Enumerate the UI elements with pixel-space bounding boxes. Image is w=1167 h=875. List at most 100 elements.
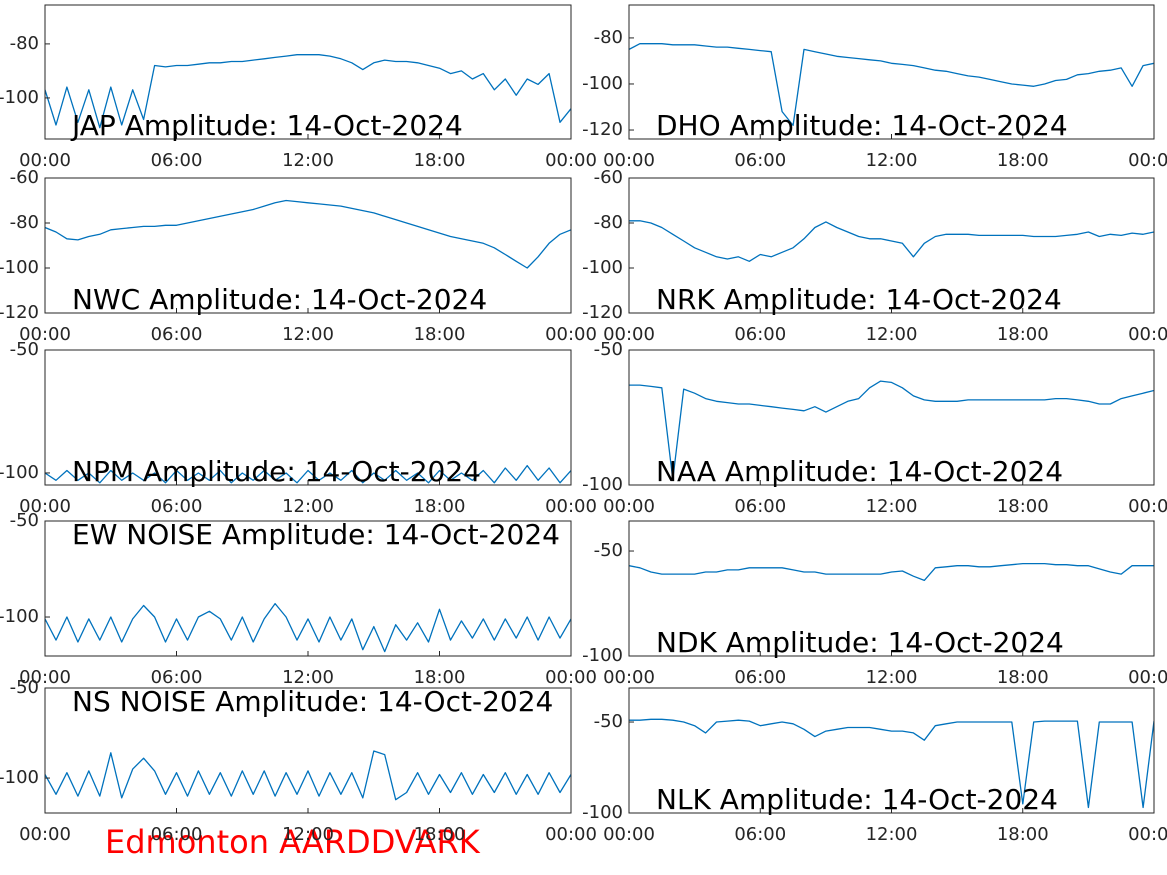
x-tick-label: 00:00 xyxy=(545,667,597,688)
series-line xyxy=(45,54,571,129)
x-tick-label: 18:00 xyxy=(997,496,1049,517)
panel: 00:00 06:00 12:00 18:00 00:00 -50 -100 EW NOISE… xyxy=(0,510,597,688)
x-tick-label: 00:00 xyxy=(1128,324,1167,345)
panel-title: NDK Amplitude: 14-Oct-2024 xyxy=(656,626,1064,659)
x-tick-label: 18:00 xyxy=(997,667,1049,688)
x-tick-label: 00:00 xyxy=(1128,824,1167,845)
x-tick-label: 00:00 xyxy=(545,150,597,171)
x-tick-label: 00:00 xyxy=(19,150,71,171)
plot-area xyxy=(45,199,571,269)
plot-area xyxy=(629,43,1154,127)
panel: 00:00 06:00 12:00 18:00 00:00 -80 -100 -120 DHO … xyxy=(582,4,1167,171)
x-tick-label: 12:00 xyxy=(282,667,334,688)
x-tick-label: 18:00 xyxy=(414,667,466,688)
x-tick-label: 00:00 xyxy=(19,667,71,688)
y-tick-label: -100 xyxy=(0,257,39,278)
y-tick-label: -50 xyxy=(594,339,623,360)
panel: 00:00 06:00 12:00 18:00 00:00 -50 -100 NDK Ampl… xyxy=(582,520,1167,688)
series-line xyxy=(45,602,571,653)
x-tick-label: 00:00 xyxy=(603,150,655,171)
panel: 00:00 06:00 12:00 18:00 00:00 -60 -80 -100 -120 N… xyxy=(582,167,1167,345)
series-line xyxy=(45,750,571,801)
x-tick-label: 06:00 xyxy=(734,667,786,688)
y-tick-label: -100 xyxy=(0,87,39,108)
panel-title: NLK Amplitude: 14-Oct-2024 xyxy=(656,783,1058,816)
x-tick-label: 12:00 xyxy=(282,150,334,171)
x-tick-label: 06:00 xyxy=(151,667,203,688)
footer-title: Edmonton AARDDVARK xyxy=(105,823,481,861)
x-tick-label: 00:00 xyxy=(1128,496,1167,517)
x-tick-label: 18:00 xyxy=(997,150,1049,171)
panel-title: NPM Amplitude: 14-Oct-2024 xyxy=(72,455,481,488)
plot-area xyxy=(45,750,571,801)
y-tick-label: -120 xyxy=(582,302,623,323)
x-tick-label: 06:00 xyxy=(151,150,203,171)
x-tick-label: 06:00 xyxy=(151,496,203,517)
x-tick-label: 12:00 xyxy=(866,824,918,845)
x-tick-label: 00:00 xyxy=(19,324,71,345)
x-tick-label: 06:00 xyxy=(734,824,786,845)
panel-title: NAA Amplitude: 14-Oct-2024 xyxy=(656,455,1063,488)
x-tick-label: 12:00 xyxy=(866,496,918,517)
y-tick-label: -60 xyxy=(594,167,623,188)
panel-title: DHO Amplitude: 14-Oct-2024 xyxy=(656,109,1068,142)
panel-title: EW NOISE Amplitude: 14-Oct-2024 xyxy=(72,518,560,551)
plot-area xyxy=(629,718,1154,809)
x-tick-label: 12:00 xyxy=(282,824,334,845)
x-tick-label: 00:00 xyxy=(545,496,597,517)
x-tick-label: 12:00 xyxy=(282,496,334,517)
y-tick-label: -120 xyxy=(582,119,623,140)
y-tick-label: -100 xyxy=(582,645,623,666)
x-tick-label: 18:00 xyxy=(997,824,1049,845)
x-tick-label: 18:00 xyxy=(414,496,466,517)
y-tick-label: -60 xyxy=(10,167,39,188)
panel-title: NRK Amplitude: 14-Oct-2024 xyxy=(656,283,1062,316)
x-tick-label: 06:00 xyxy=(734,150,786,171)
x-tick-label: 06:00 xyxy=(151,824,203,845)
x-tick-label: 00:00 xyxy=(603,824,655,845)
panel: 00:00 06:00 12:00 18:00 00:00 -50 -100 NAA Ampl… xyxy=(582,339,1167,517)
series-line xyxy=(45,199,571,269)
series-line xyxy=(45,464,571,484)
plot-area xyxy=(629,562,1154,582)
x-tick-label: 06:00 xyxy=(734,496,786,517)
y-tick-label: -50 xyxy=(594,540,623,561)
x-tick-label: 18:00 xyxy=(414,150,466,171)
panel-title: NWC Amplitude: 14-Oct-2024 xyxy=(72,283,487,316)
plot-area xyxy=(45,464,571,484)
x-tick-label: 18:00 xyxy=(997,324,1049,345)
panel: 00:00 06:00 12:00 18:00 00:00 -50 -100 NLK Ampl… xyxy=(582,687,1167,845)
x-tick-label: 06:00 xyxy=(151,324,203,345)
x-tick-label: 00:00 xyxy=(603,496,655,517)
y-tick-label: -100 xyxy=(0,606,39,627)
series-line xyxy=(629,380,1154,481)
panel: 00:00 06:00 12:00 18:00 00:00 -60 -80 -100 -120 N… xyxy=(0,167,597,345)
x-tick-label: 00:00 xyxy=(545,324,597,345)
x-tick-label: 00:00 xyxy=(19,496,71,517)
y-tick-label: -80 xyxy=(10,33,39,54)
panel: 00:00 06:00 12:00 18:00 00:00 -80 -100 JAP Ampl… xyxy=(0,4,597,171)
panel: 00:00 06:00 12:00 18:00 00:00 -50 -100 NS NOISE… xyxy=(0,677,597,845)
y-tick-label: -100 xyxy=(582,802,623,823)
x-tick-label: 18:00 xyxy=(414,824,466,845)
y-tick-label: -100 xyxy=(0,767,39,788)
x-tick-label: 12:00 xyxy=(282,324,334,345)
series-line xyxy=(629,220,1154,262)
plot-area xyxy=(629,220,1154,262)
y-tick-label: -120 xyxy=(0,302,39,323)
y-tick-label: -100 xyxy=(0,462,39,483)
x-tick-label: 00:00 xyxy=(545,824,597,845)
y-tick-label: -100 xyxy=(582,474,623,495)
x-tick-label: 00:00 xyxy=(603,324,655,345)
y-tick-label: -50 xyxy=(10,677,39,698)
plot-area xyxy=(45,602,571,653)
x-tick-label: 06:00 xyxy=(734,324,786,345)
series-line xyxy=(629,718,1154,809)
y-tick-label: -80 xyxy=(10,212,39,233)
x-tick-label: 18:00 xyxy=(414,324,466,345)
x-tick-label: 12:00 xyxy=(866,667,918,688)
x-tick-label: 12:00 xyxy=(866,324,918,345)
series-line xyxy=(629,43,1154,127)
y-tick-label: -100 xyxy=(582,257,623,278)
